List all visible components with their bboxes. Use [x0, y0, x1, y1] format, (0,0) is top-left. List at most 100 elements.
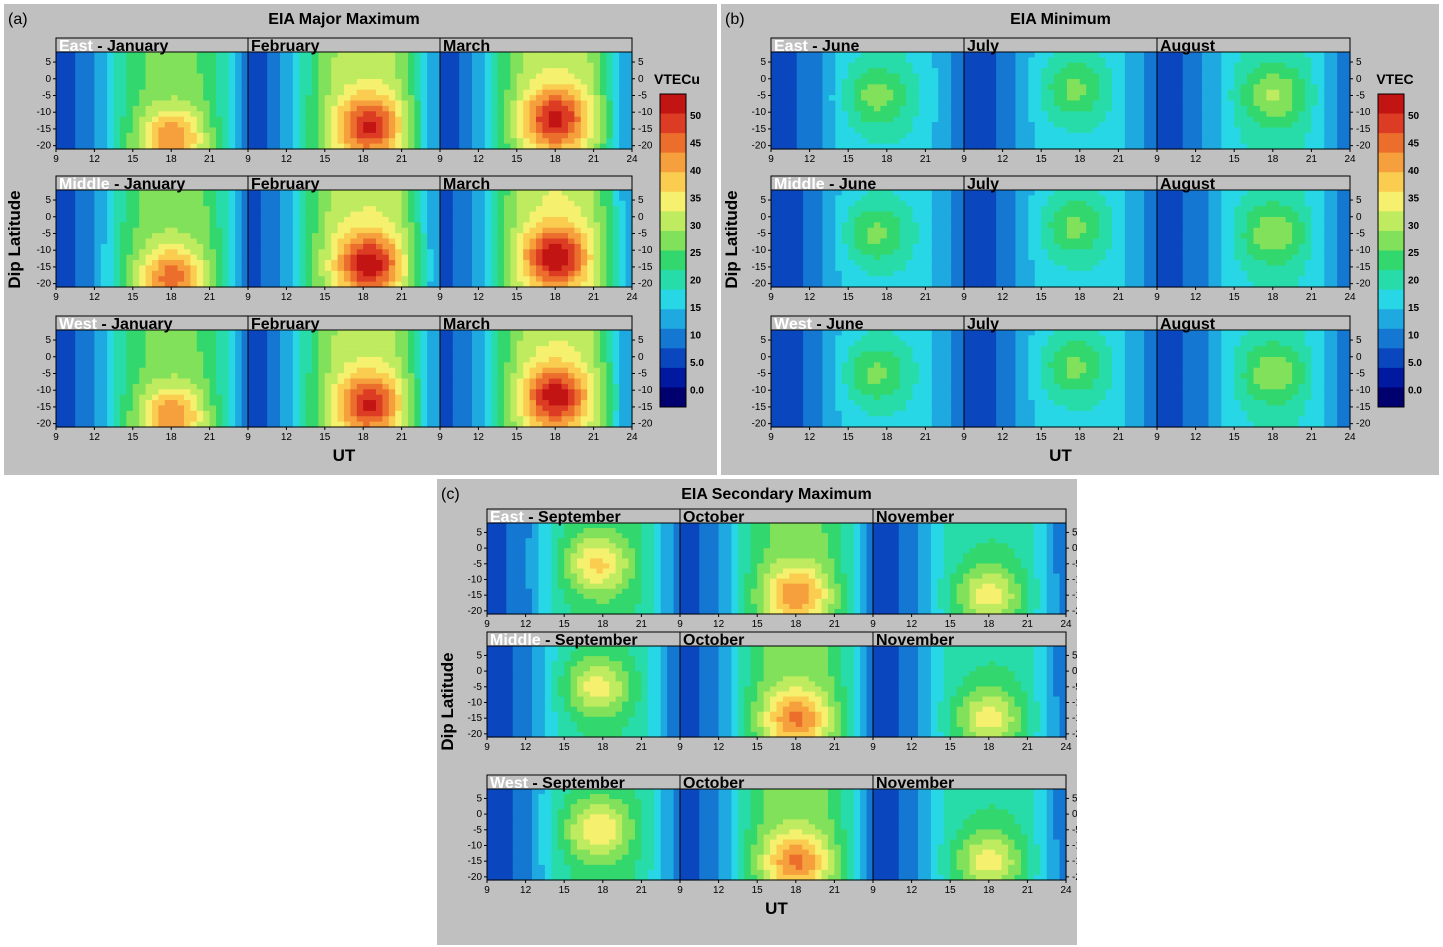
tec-cell	[606, 84, 614, 91]
tec-cell	[625, 276, 633, 283]
tec-cell	[241, 265, 249, 272]
tec-cell	[88, 211, 95, 218]
tec-cell	[408, 421, 415, 428]
tec-cell	[209, 276, 217, 283]
tec-cell	[158, 405, 166, 412]
tec-cell	[107, 195, 115, 202]
tec-cell	[472, 405, 479, 412]
tec-cell	[145, 84, 153, 91]
tec-cell	[152, 340, 159, 347]
tec-cell	[190, 335, 198, 342]
tec-cell	[94, 351, 102, 358]
tec-cell	[382, 222, 390, 229]
tec-cell	[305, 394, 313, 401]
tec-cell	[158, 200, 166, 207]
tec-cell	[574, 238, 582, 245]
tec-cell	[484, 243, 492, 250]
tec-cell	[376, 410, 383, 417]
tec-cell	[491, 340, 499, 347]
tec-cell	[318, 206, 326, 213]
tec-cell	[440, 281, 447, 288]
tec-cell	[75, 270, 83, 277]
tec-cell	[241, 206, 249, 213]
tec-cell	[203, 383, 211, 390]
tec-cell	[132, 356, 140, 363]
tec-cell	[420, 233, 428, 240]
tec-cell	[484, 138, 492, 145]
tec-cell	[260, 206, 268, 213]
tec-cell	[171, 200, 179, 207]
tec-cell	[388, 243, 396, 250]
tec-cell	[574, 362, 582, 369]
y-tick-label-right: -15	[638, 124, 653, 135]
tec-cell	[420, 222, 428, 229]
tec-cell	[196, 367, 204, 374]
tec-cell	[574, 127, 582, 134]
tec-cell	[228, 206, 236, 213]
tec-cell	[132, 195, 140, 202]
tec-cell	[497, 281, 505, 288]
tec-cell	[312, 57, 319, 64]
tec-cell	[587, 362, 595, 369]
tec-cell	[625, 57, 633, 64]
tec-cell	[190, 78, 198, 85]
tec-cell	[132, 400, 140, 407]
tec-cell	[529, 249, 537, 256]
tec-cell	[203, 405, 211, 412]
tec-cell	[132, 73, 140, 80]
tec-cell	[126, 346, 134, 353]
tec-cell	[529, 78, 537, 85]
tec-cell	[606, 378, 614, 385]
tec-cell	[395, 281, 403, 288]
tec-cell	[440, 373, 447, 380]
tec-cell	[222, 105, 230, 112]
tec-cell	[510, 233, 518, 240]
tec-cell	[228, 378, 236, 385]
tec-cell	[145, 254, 153, 261]
tec-cell	[177, 238, 185, 245]
tec-cell	[120, 351, 127, 358]
tec-cell	[171, 389, 179, 396]
subplot-label: February	[251, 316, 320, 333]
tec-cell	[542, 265, 550, 272]
tec-cell	[139, 57, 147, 64]
tec-cell	[88, 206, 95, 213]
tec-cell	[484, 330, 492, 336]
tec-cell	[94, 84, 102, 91]
tec-cell	[273, 190, 281, 196]
tec-cell	[331, 57, 339, 64]
tec-cell	[491, 383, 499, 390]
tec-cell	[600, 195, 607, 202]
tec-cell	[356, 330, 364, 336]
tec-cell	[376, 143, 383, 150]
tec-cell	[484, 410, 492, 417]
tec-cell	[177, 367, 185, 374]
tec-cell	[344, 73, 351, 80]
tec-cell	[395, 265, 403, 272]
tec-cell	[75, 330, 83, 336]
tec-cell	[216, 190, 223, 196]
tec-cell	[56, 143, 63, 150]
tec-cell	[120, 138, 127, 145]
tec-cell	[420, 190, 428, 196]
tec-cell	[88, 57, 95, 64]
tec-cell	[286, 78, 294, 85]
tec-cell	[414, 57, 422, 64]
tec-cell	[248, 400, 255, 407]
tec-cell	[145, 105, 153, 112]
tec-cell	[190, 276, 198, 283]
tec-cell	[612, 421, 620, 428]
tec-cell	[107, 362, 115, 369]
tec-cell	[523, 89, 531, 96]
tec-cell	[363, 57, 371, 64]
tec-cell	[312, 410, 319, 417]
tec-cell	[356, 335, 364, 342]
tec-cell	[184, 356, 191, 363]
tec-cell	[395, 362, 403, 369]
tec-cell	[132, 105, 140, 112]
tec-cell	[190, 394, 198, 401]
tec-cell	[254, 373, 262, 380]
tec-cell	[420, 227, 428, 234]
tec-cell	[542, 89, 550, 96]
tec-cell	[344, 421, 351, 428]
